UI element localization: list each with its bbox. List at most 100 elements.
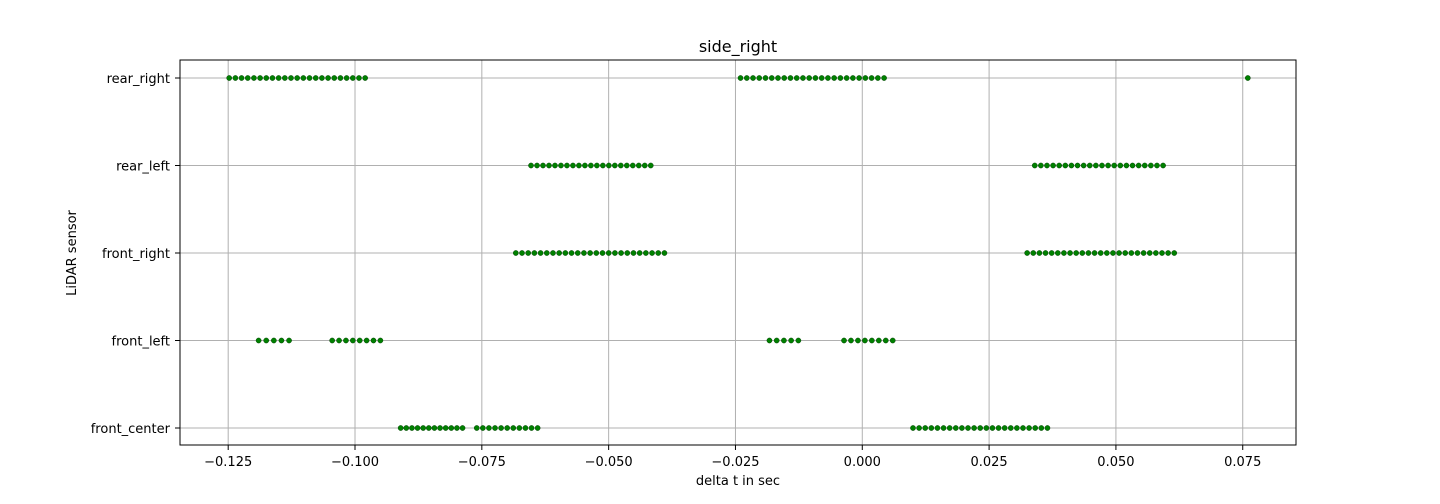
data-point-front_center — [409, 425, 414, 430]
data-point-front_center — [1039, 425, 1044, 430]
data-point-front_center — [480, 425, 485, 430]
data-point-rear_right — [356, 75, 361, 80]
data-point-front_right — [1141, 250, 1146, 255]
x-tick-label: −0.050 — [585, 455, 633, 470]
data-point-front_right — [606, 250, 611, 255]
data-point-front_center — [917, 425, 922, 430]
data-point-rear_right — [832, 75, 837, 80]
data-point-rear_right — [239, 75, 244, 80]
data-point-rear_left — [564, 163, 569, 168]
data-point-rear_right — [270, 75, 275, 80]
data-point-front_left — [279, 338, 284, 343]
data-point-front_right — [594, 250, 599, 255]
data-point-front_center — [511, 425, 516, 430]
y-tick-label: front_right — [102, 247, 170, 262]
data-point-rear_right — [838, 75, 843, 80]
data-point-rear_left — [1105, 163, 1110, 168]
data-point-rear_left — [1032, 163, 1037, 168]
data-point-front_left — [343, 338, 348, 343]
data-point-rear_right — [307, 75, 312, 80]
data-point-front_right — [1037, 250, 1042, 255]
data-point-rear_right — [857, 75, 862, 80]
data-point-front_right — [1043, 250, 1048, 255]
data-point-front_right — [563, 250, 568, 255]
data-point-rear_right — [288, 75, 293, 80]
data-point-front_center — [398, 425, 403, 430]
data-point-front_right — [1086, 250, 1091, 255]
data-point-rear_right — [869, 75, 874, 80]
data-point-front_left — [256, 338, 261, 343]
data-point-rear_right — [744, 75, 749, 80]
data-point-front_center — [990, 425, 995, 430]
data-point-front_center — [499, 425, 504, 430]
data-point-rear_left — [1063, 163, 1068, 168]
data-point-front_right — [1061, 250, 1066, 255]
data-point-rear_left — [630, 163, 635, 168]
data-point-front_center — [529, 425, 534, 430]
data-point-front_right — [1098, 250, 1103, 255]
data-point-rear_right — [332, 75, 337, 80]
data-point-rear_right — [763, 75, 768, 80]
data-point-rear_left — [1154, 163, 1159, 168]
data-point-rear_left — [1124, 163, 1129, 168]
data-point-front_left — [796, 338, 801, 343]
data-point-front_right — [1129, 250, 1134, 255]
data-point-rear_right — [738, 75, 743, 80]
data-point-front_left — [286, 338, 291, 343]
data-point-front_right — [519, 250, 524, 255]
data-point-rear_right — [251, 75, 256, 80]
data-point-rear_left — [570, 163, 575, 168]
x-axis-label: delta t in sec — [696, 474, 780, 489]
data-point-front_left — [350, 338, 355, 343]
data-point-rear_right — [313, 75, 318, 80]
data-point-rear_right — [325, 75, 330, 80]
data-point-front_right — [1110, 250, 1115, 255]
data-point-front_center — [426, 425, 431, 430]
data-point-rear_right — [245, 75, 250, 80]
data-point-rear_left — [528, 163, 533, 168]
data-point-front_right — [1080, 250, 1085, 255]
data-point-rear_left — [540, 163, 545, 168]
data-point-rear_right — [881, 75, 886, 80]
data-point-rear_left — [1057, 163, 1062, 168]
data-point-rear_left — [552, 163, 557, 168]
data-point-rear_left — [558, 163, 563, 168]
data-point-front_right — [1123, 250, 1128, 255]
data-point-front_center — [947, 425, 952, 430]
data-point-front_center — [1002, 425, 1007, 430]
data-point-rear_right — [813, 75, 818, 80]
data-point-rear_left — [1160, 163, 1165, 168]
data-point-front_right — [612, 250, 617, 255]
data-point-rear_right — [775, 75, 780, 80]
data-point-rear_right — [1245, 75, 1250, 80]
data-point-front_right — [581, 250, 586, 255]
data-point-front_left — [789, 338, 794, 343]
data-point-front_right — [588, 250, 593, 255]
data-point-rear_right — [782, 75, 787, 80]
data-point-front_center — [415, 425, 420, 430]
data-point-rear_left — [1069, 163, 1074, 168]
y-tick-label: front_center — [91, 422, 171, 437]
data-point-front_right — [1153, 250, 1158, 255]
data-point-rear_left — [546, 163, 551, 168]
data-point-front_center — [935, 425, 940, 430]
data-point-front_center — [1008, 425, 1013, 430]
data-point-front_center — [421, 425, 426, 430]
data-point-front_right — [1104, 250, 1109, 255]
data-point-front_right — [544, 250, 549, 255]
data-point-front_right — [1092, 250, 1097, 255]
data-point-rear_left — [1112, 163, 1117, 168]
x-tick-label: 0.050 — [1097, 455, 1134, 470]
data-point-rear_right — [282, 75, 287, 80]
data-point-front_center — [965, 425, 970, 430]
data-point-rear_right — [788, 75, 793, 80]
data-point-rear_left — [648, 163, 653, 168]
data-point-front_right — [1074, 250, 1079, 255]
data-point-front_right — [656, 250, 661, 255]
data-point-rear_right — [276, 75, 281, 80]
x-tick-label: 0.025 — [970, 455, 1007, 470]
data-point-front_left — [336, 338, 341, 343]
data-point-rear_right — [227, 75, 232, 80]
data-point-rear_left — [600, 163, 605, 168]
data-point-rear_right — [757, 75, 762, 80]
